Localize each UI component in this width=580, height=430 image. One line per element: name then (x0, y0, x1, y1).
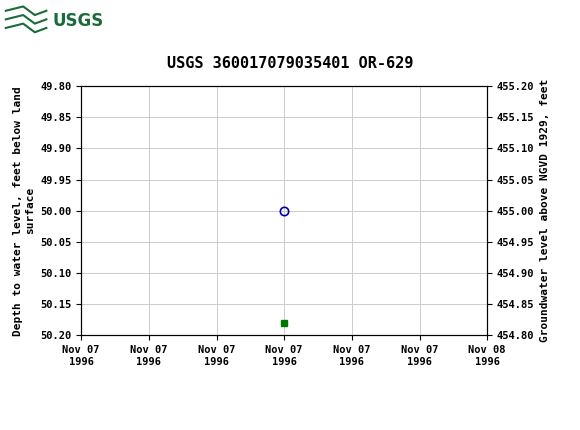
Text: USGS: USGS (52, 12, 103, 31)
Text: USGS 360017079035401 OR-629: USGS 360017079035401 OR-629 (167, 56, 413, 71)
Y-axis label: Depth to water level, feet below land
surface: Depth to water level, feet below land su… (13, 86, 35, 335)
Y-axis label: Groundwater level above NGVD 1929, feet: Groundwater level above NGVD 1929, feet (540, 79, 550, 342)
Bar (6, 2, 75, 41)
